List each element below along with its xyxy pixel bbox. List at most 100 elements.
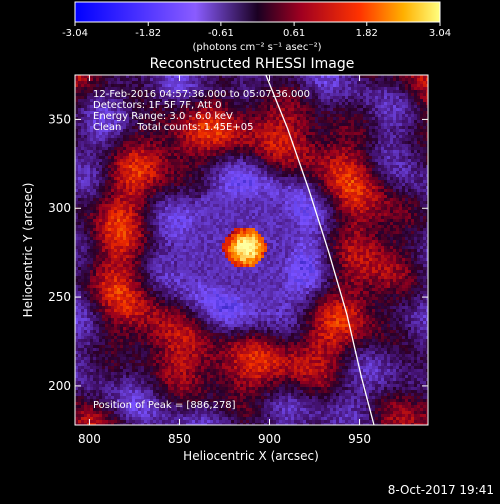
- heat-cell: [183, 168, 186, 171]
- heat-cell: [246, 177, 249, 180]
- heat-cell: [237, 141, 240, 144]
- heat-cell: [393, 153, 396, 156]
- heat-cell: [162, 147, 165, 150]
- heat-cell: [339, 147, 342, 150]
- heat-cell: [171, 141, 174, 144]
- heat-cell: [375, 198, 378, 201]
- heat-cell: [261, 108, 264, 111]
- heat-cell: [414, 150, 417, 153]
- heat-cell: [180, 168, 183, 171]
- heat-cell: [330, 90, 333, 93]
- heat-cell: [282, 174, 285, 177]
- heat-cell: [387, 96, 390, 99]
- heat-cell: [252, 147, 255, 150]
- heat-cell: [258, 162, 261, 165]
- heat-cell: [366, 177, 369, 180]
- heat-cell: [90, 174, 93, 177]
- heat-cell: [354, 168, 357, 171]
- heat-cell: [345, 195, 348, 198]
- heat-cell: [126, 171, 129, 174]
- heat-cell: [126, 147, 129, 150]
- heat-cell: [78, 99, 81, 102]
- heat-cell: [276, 117, 279, 120]
- heat-cell: [78, 84, 81, 87]
- heat-cell: [135, 138, 138, 141]
- heat-cell: [321, 198, 324, 201]
- heat-cell: [342, 135, 345, 138]
- heat-cell: [126, 156, 129, 159]
- heat-cell: [213, 141, 216, 144]
- heat-cell: [168, 165, 171, 168]
- heat-cell: [342, 165, 345, 168]
- heat-cell: [333, 150, 336, 153]
- heat-cell: [414, 189, 417, 192]
- heat-cell: [162, 189, 165, 192]
- heat-cell: [267, 135, 270, 138]
- heat-cell: [363, 180, 366, 183]
- heat-cell: [174, 81, 177, 84]
- heat-cell: [321, 174, 324, 177]
- heat-cell: [201, 141, 204, 144]
- heat-cell: [204, 198, 207, 201]
- heat-cell: [378, 195, 381, 198]
- heat-cell: [114, 147, 117, 150]
- heat-cell: [243, 198, 246, 201]
- heat-cell: [327, 165, 330, 168]
- heat-cell: [327, 138, 330, 141]
- heat-cell: [423, 186, 426, 189]
- heat-cell: [357, 174, 360, 177]
- heat-cell: [120, 141, 123, 144]
- heat-cell: [423, 126, 426, 129]
- heat-cell: [276, 174, 279, 177]
- heat-cell: [411, 141, 414, 144]
- heat-cell: [138, 192, 141, 195]
- heat-cell: [291, 111, 294, 114]
- heat-cell: [342, 183, 345, 186]
- heat-cell: [327, 96, 330, 99]
- heat-cell: [405, 117, 408, 120]
- heat-cell: [273, 153, 276, 156]
- heat-cell: [276, 81, 279, 84]
- heat-cell: [240, 114, 243, 117]
- heat-cell: [270, 111, 273, 114]
- heat-cell: [264, 117, 267, 120]
- heat-cell: [381, 168, 384, 171]
- heat-cell: [399, 99, 402, 102]
- heat-cell: [423, 111, 426, 114]
- heat-cell: [423, 141, 426, 144]
- heat-cell: [165, 192, 168, 195]
- heat-cell: [417, 138, 420, 141]
- heat-cell: [198, 198, 201, 201]
- heat-cell: [147, 141, 150, 144]
- heat-cell: [417, 189, 420, 192]
- heat-cell: [378, 180, 381, 183]
- heat-cell: [249, 138, 252, 141]
- heat-cell: [345, 126, 348, 129]
- heat-cell: [198, 168, 201, 171]
- heat-cell: [246, 171, 249, 174]
- heat-cell: [81, 153, 84, 156]
- heat-cell: [402, 105, 405, 108]
- heat-cell: [162, 84, 165, 87]
- heat-cell: [312, 117, 315, 120]
- heat-cell: [306, 156, 309, 159]
- heat-cell: [402, 132, 405, 135]
- heat-cell: [300, 114, 303, 117]
- heat-cell: [330, 186, 333, 189]
- heat-cell: [339, 126, 342, 129]
- heat-cell: [423, 162, 426, 165]
- heat-cell: [171, 168, 174, 171]
- heat-cell: [180, 192, 183, 195]
- heat-cell: [330, 78, 333, 81]
- heat-cell: [417, 153, 420, 156]
- heat-cell: [381, 150, 384, 153]
- heat-cell: [135, 150, 138, 153]
- heat-cell: [198, 183, 201, 186]
- heat-cell: [324, 162, 327, 165]
- heat-cell: [384, 177, 387, 180]
- heat-cell: [339, 159, 342, 162]
- heat-cell: [159, 162, 162, 165]
- heat-cell: [330, 138, 333, 141]
- heat-cell: [246, 81, 249, 84]
- heat-cell: [318, 168, 321, 171]
